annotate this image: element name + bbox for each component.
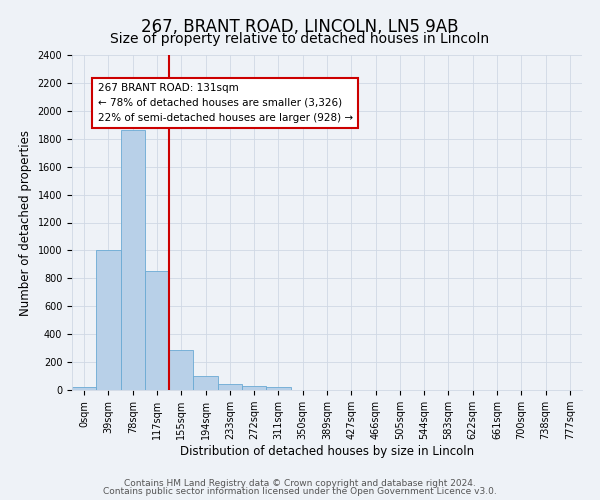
X-axis label: Distribution of detached houses by size in Lincoln: Distribution of detached houses by size … [180,445,474,458]
Text: Size of property relative to detached houses in Lincoln: Size of property relative to detached ho… [110,32,490,46]
Bar [266,387,290,390]
Bar [72,387,96,390]
Bar [242,386,266,390]
Bar [218,384,242,390]
Bar [96,250,121,390]
Bar [121,130,145,390]
Bar [193,376,218,390]
Bar [169,350,193,390]
Text: 267 BRANT ROAD: 131sqm
← 78% of detached houses are smaller (3,326)
22% of semi-: 267 BRANT ROAD: 131sqm ← 78% of detached… [97,83,353,122]
Bar [145,272,169,390]
Text: 267, BRANT ROAD, LINCOLN, LN5 9AB: 267, BRANT ROAD, LINCOLN, LN5 9AB [141,18,459,36]
Y-axis label: Number of detached properties: Number of detached properties [19,130,32,316]
Text: Contains HM Land Registry data © Crown copyright and database right 2024.: Contains HM Land Registry data © Crown c… [124,478,476,488]
Text: Contains public sector information licensed under the Open Government Licence v3: Contains public sector information licen… [103,487,497,496]
